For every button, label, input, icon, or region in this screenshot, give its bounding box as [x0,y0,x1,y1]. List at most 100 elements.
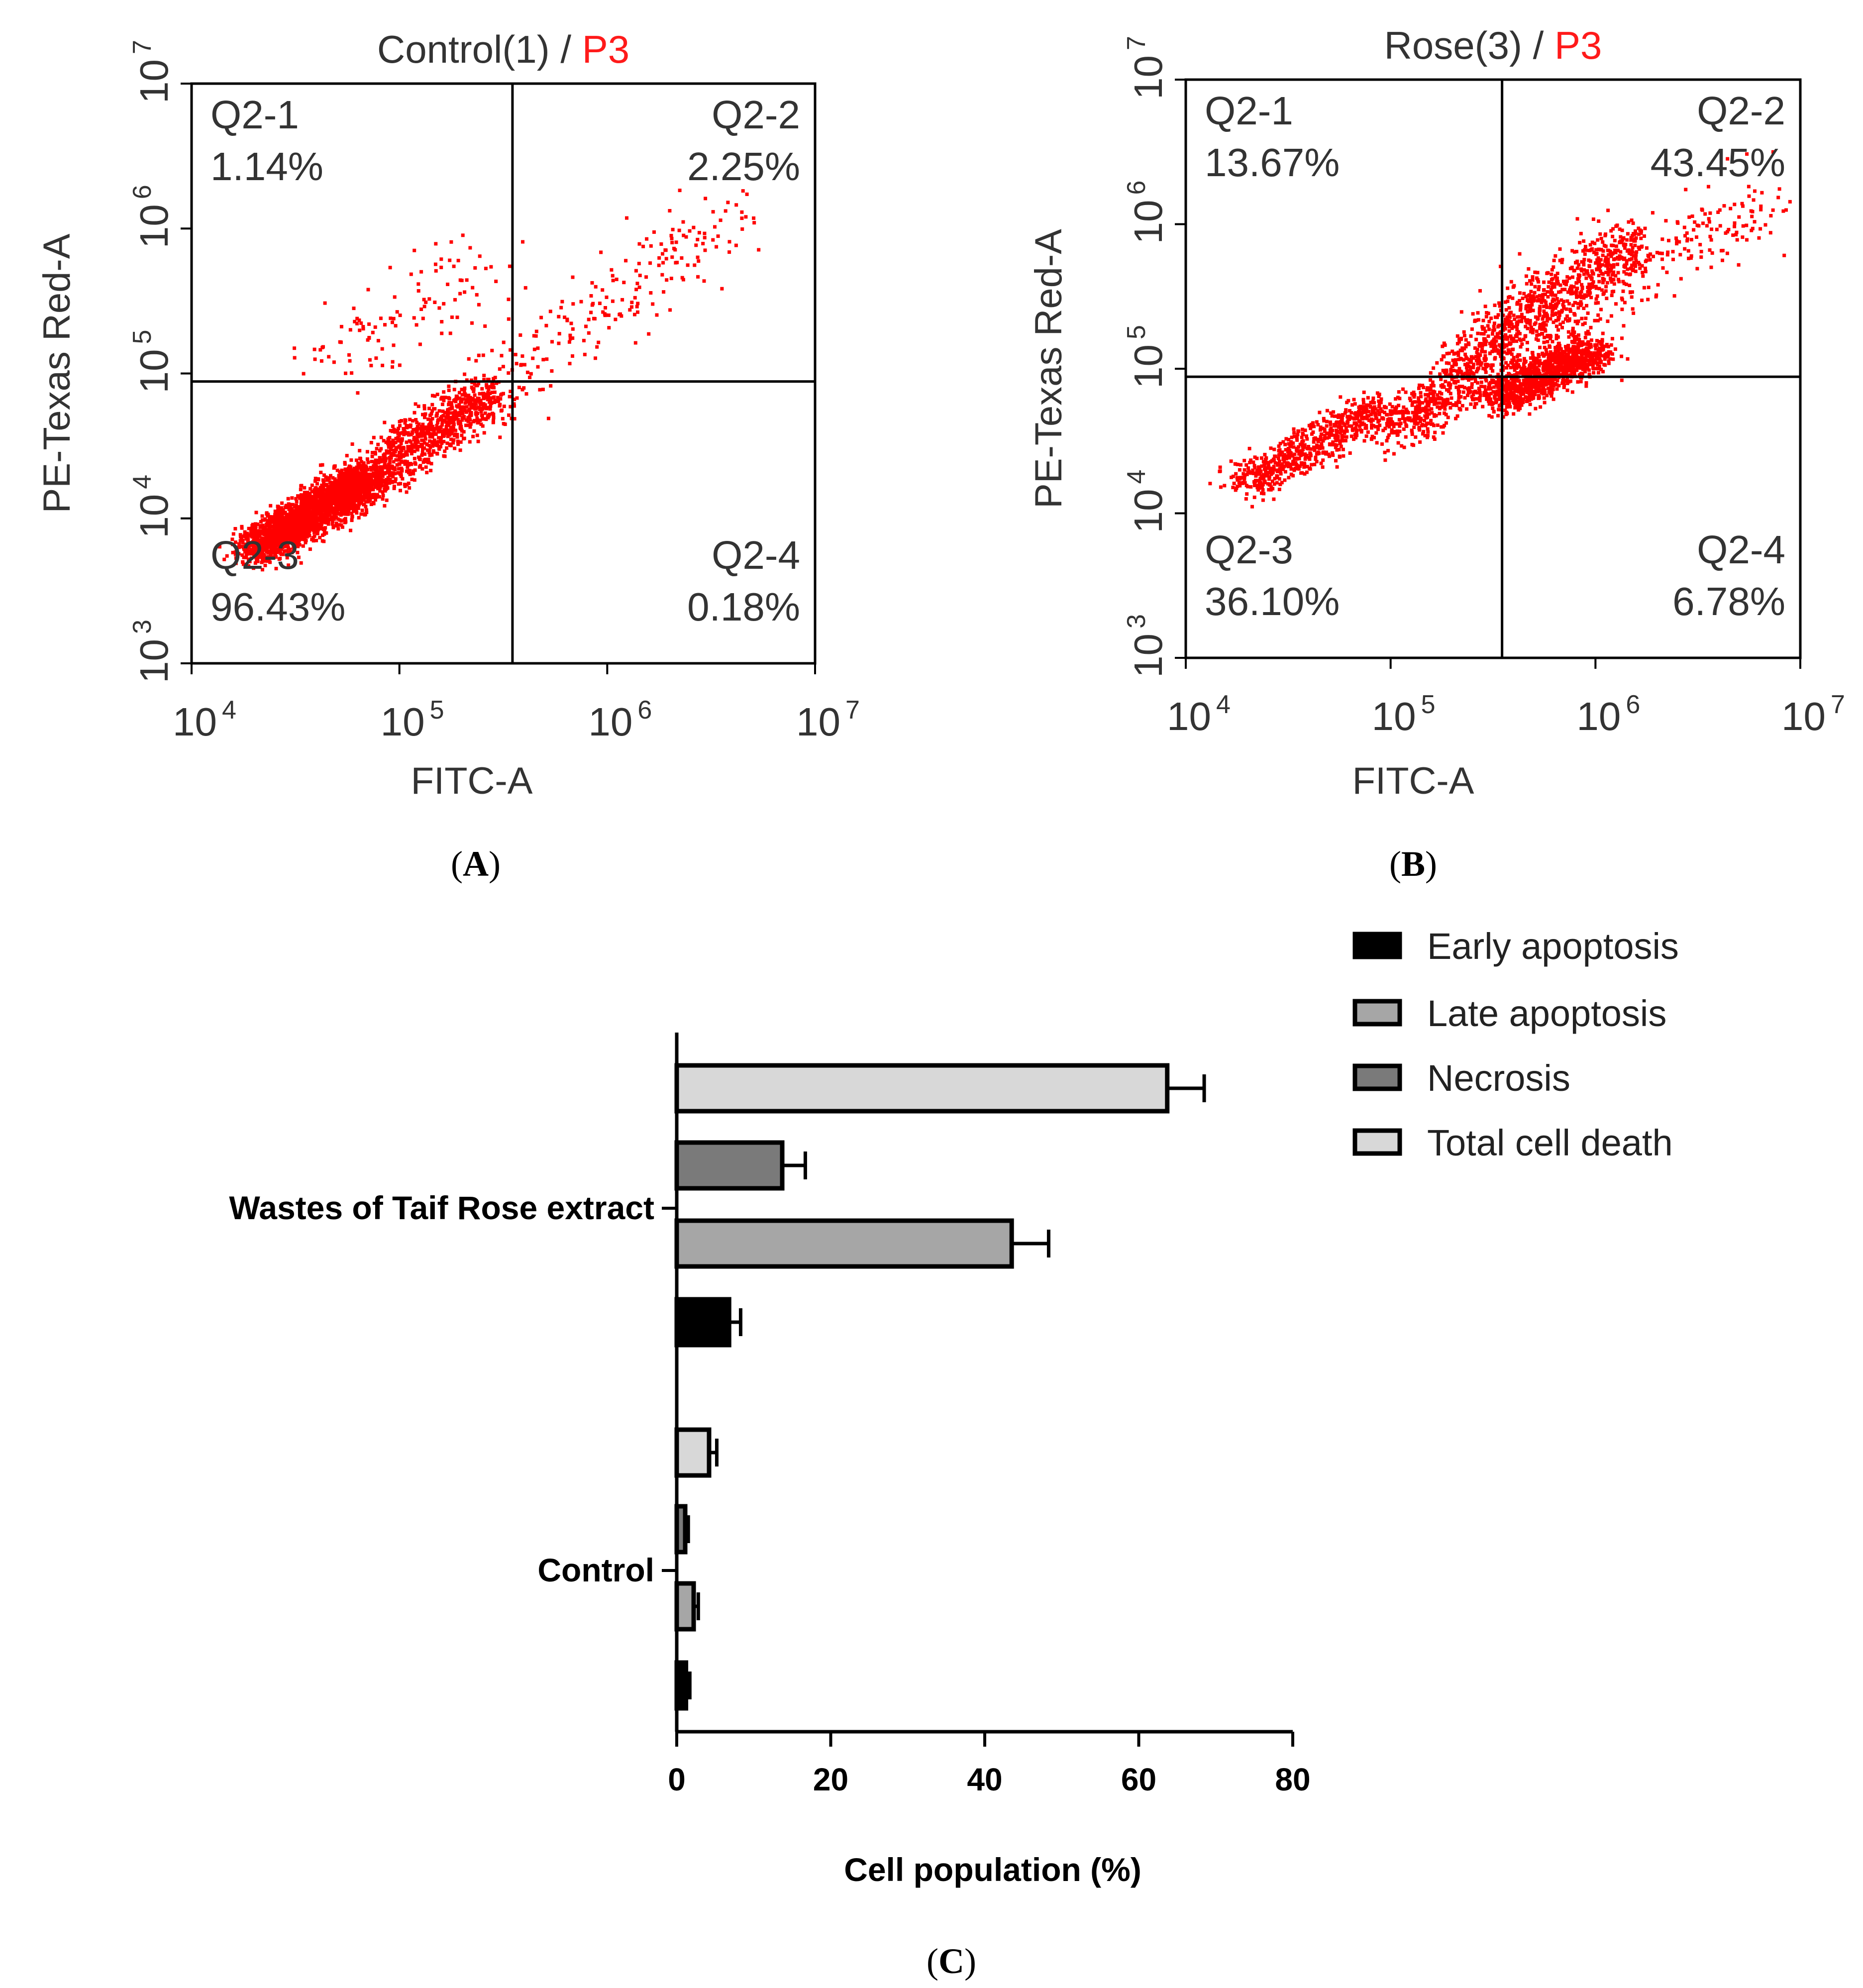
series-late-apoptosis [674,1218,1050,1632]
y-tick-label: 106 [1122,181,1170,244]
title-sample: Rose(3) [1384,23,1522,67]
series-necrosis [674,1140,807,1555]
cell-population-2 [320,365,528,502]
quadrant-q2-4: Q2-4 6.78% [1672,527,1785,624]
bar-chart: 0 20 40 60 80 Cell population (%) Wastes of Ta… [229,1033,1311,1888]
legend-swatch [1352,1063,1402,1091]
bar [674,1218,1014,1269]
x-tick-label: 10 6 [1576,690,1640,738]
quadrant-percent: 43.45% [1651,140,1785,185]
x-axis-label: FITC-A [411,760,533,802]
scatter-points [218,189,761,572]
x-axis: 10 4 10 5 10 6 10 7 FITC-A [173,663,860,802]
x-tick-label: 60 [1121,1762,1156,1797]
y-axis-label: PE-Texas Red-A [36,233,78,513]
quadrant-name: Q2-4 [712,533,800,577]
y-tick-label: 104 [128,475,176,538]
plot-title: Rose(3) / P3 [1384,23,1602,67]
bar [674,1063,1170,1114]
scatter-points [1208,150,1792,509]
quadrant-name: Q2-3 [210,533,299,577]
quadrant-q2-2: Q2-2 43.45% [1651,89,1785,185]
quadrant-name: Q2-3 [1205,527,1293,572]
legend-label: Total cell death [1427,1122,1673,1163]
y-tick-label: 105 [128,330,176,394]
x-tick-label: 10 6 [588,696,652,744]
cell-population-1 [1208,387,1420,509]
bar [674,1297,731,1348]
quadrant-percent: 36.10% [1205,579,1340,624]
y-tick-label: 103 [1122,614,1170,678]
bar [674,1504,688,1555]
x-tick-label: 40 [967,1762,1002,1797]
x-tick-label: 20 [813,1762,848,1797]
y-tick-label: 103 [128,620,176,683]
quadrant-q2-4: Q2-4 0.18% [687,533,800,629]
quadrant-name: Q2-4 [1697,527,1785,572]
quadrant-percent: 96.43% [210,585,345,629]
cell-population-4 [467,189,761,420]
quadrant-name: Q2-1 [210,93,299,137]
quadrant-name: Q2-2 [1697,89,1785,133]
y-axis: 103 104 105 106 107 PE-Texas Red-A [36,40,192,683]
panel-label-a: (A) [451,844,501,884]
legend-swatch [1352,1128,1402,1156]
legend-label: Late apoptosis [1427,993,1666,1034]
title-sample: Control(1) [377,27,550,71]
title-gate: P3 [1554,23,1602,67]
y-tick-label: 107 [128,40,176,104]
x-tick-label: 10 5 [381,696,444,744]
x-tick-label: 0 [668,1762,686,1797]
y-tick-label: 106 [128,185,176,248]
quadrant-q2-3: Q2-3 96.43% [210,533,345,629]
panel-label-c: (C) [927,1941,976,1981]
plot-title: Control(1) / P3 [377,27,629,71]
quadrant-name: Q2-1 [1205,89,1293,133]
panel-label-b: (B) [1389,844,1437,884]
quadrant-percent: 6.78% [1672,579,1785,624]
quadrant-percent: 0.18% [687,585,800,629]
bar [674,1140,785,1191]
bar [674,1660,689,1711]
quadrant-q2-1: Q2-1 13.67% [1205,89,1340,185]
category-label: Wastes of Taif Rose extract [229,1189,654,1226]
title-separator: / [1522,23,1554,67]
y-tick-label: 104 [1122,470,1170,533]
x-tick-label: 10 5 [1372,690,1436,738]
series-early-apoptosis [674,1297,742,1711]
quadrant-percent: 1.14% [210,144,323,189]
x-axis-label: FITC-A [1352,760,1474,802]
legend-swatch [1352,999,1402,1027]
cell-population-4 [1441,209,1712,379]
title-gate: P3 [582,27,629,71]
y-tick-label: 105 [1122,325,1170,389]
x-tick-label: 80 [1275,1762,1310,1797]
y-axis-label: PE-Texas Red-A [1028,229,1070,509]
cell-population-5 [1476,150,1792,358]
quadrant-percent: 13.67% [1205,140,1340,185]
category-label: Control [537,1552,654,1588]
bar [674,1581,696,1632]
x-tick-label: 10 4 [1167,690,1231,738]
cell-population-3 [293,233,527,395]
x-axis-label: Cell population (%) [844,1851,1141,1888]
quadrant-name: Q2-2 [712,93,800,137]
x-tick-label: 10 4 [173,696,236,744]
legend-swatch [1352,932,1402,959]
quadrant-q2-2: Q2-2 2.25% [687,93,800,189]
x-axis: 10 4 10 5 10 6 10 7 FITC-A [1167,658,1845,802]
quadrant-q2-1: Q2-1 1.14% [210,93,323,189]
y-tick-label: 107 [1122,36,1170,100]
quadrant-q2-3: Q2-3 36.10% [1205,527,1340,624]
title-separator: / [550,27,582,71]
y-axis: 103 104 105 106 107 PE-Texas Red-A [1028,36,1186,678]
legend: Early apoptosis Late apoptosis Necrosis Tot… [1352,926,1679,1163]
legend-label: Necrosis [1427,1057,1570,1099]
series-total-cell-death [674,1063,1206,1478]
bar [674,1427,712,1478]
x-tick-label: 10 7 [796,696,860,744]
legend-label: Early apoptosis [1427,926,1679,967]
